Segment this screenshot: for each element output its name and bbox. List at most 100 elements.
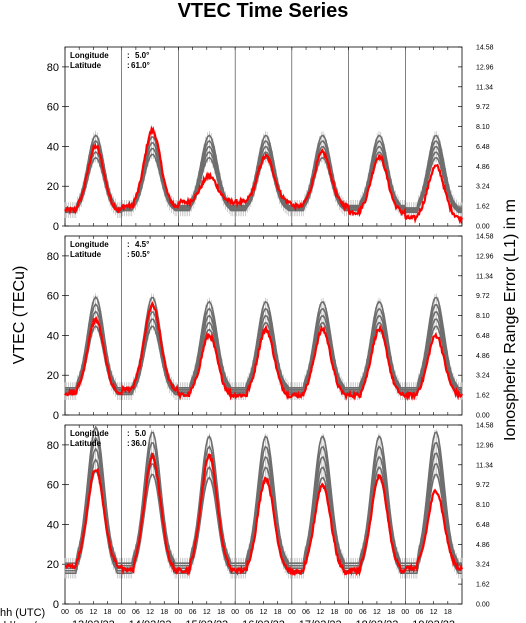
location-info: Longitude:4.5° Latitude:50.5° xyxy=(70,240,150,259)
y2-tick-label: 0.00 xyxy=(476,602,490,609)
x-date-label: 15/03/23 xyxy=(185,619,228,623)
y2-tick-label: 12.96 xyxy=(476,253,494,260)
y-tick-label: 20 xyxy=(47,181,59,193)
longitude-colon: : xyxy=(127,51,130,60)
x-hour-label: 12 xyxy=(260,609,268,616)
latitude-value: 36.0 xyxy=(131,439,147,448)
x-date-label: 17/03/23 xyxy=(299,619,342,623)
longitude-value: 5.0 xyxy=(135,429,147,438)
panel-2: 0 20 40 60 80 0.00 1.62 3.24 4.86 6.48 8.10 9.72 11.… xyxy=(47,234,494,423)
y2-tick-label: 1.62 xyxy=(476,204,490,211)
location-info: Longitude:5.0° Latitude:61.0° xyxy=(70,51,150,70)
y2-tick-label: 6.48 xyxy=(476,333,490,340)
x-hour-label: 00 xyxy=(345,609,353,616)
panel-3: 0 20 40 60 80 0.00 1.62 3.24 4.86 6.48 8.10 9.72 11.… xyxy=(47,423,494,612)
y-tick-label: 20 xyxy=(47,370,59,382)
x-hour-label: 06 xyxy=(416,609,424,616)
y2-tick-label: 14.58 xyxy=(476,45,494,52)
x-axis: 0006121813/03/230720006121814/03/2307300… xyxy=(0,607,455,623)
x-hour-label: 00 xyxy=(118,609,126,616)
y-axis-title: VTEC (TECu) xyxy=(11,266,28,365)
y2-tick-label: 6.48 xyxy=(476,144,490,151)
y-tick-label: 0 xyxy=(53,221,59,233)
latitude-colon: : xyxy=(127,439,130,448)
y2-tick-label: 3.24 xyxy=(476,562,490,569)
x-hour-label: 06 xyxy=(245,609,253,616)
y2-tick-label: 8.10 xyxy=(476,313,490,320)
y2-tick-label: 9.72 xyxy=(476,104,490,111)
x-hour-label: 12 xyxy=(203,609,211,616)
chart-title: VTEC Time Series xyxy=(178,0,349,22)
y-tick-label: 60 xyxy=(47,291,59,303)
y2-tick-label: 11.34 xyxy=(476,273,493,280)
y-tick-label: 60 xyxy=(47,480,59,492)
y2-tick-label: 4.86 xyxy=(476,164,490,171)
x-hour-label: 00 xyxy=(175,609,183,616)
y-tick-label: 80 xyxy=(47,251,59,263)
vtec-line xyxy=(64,125,464,225)
y-tick-label: 60 xyxy=(47,102,59,114)
y2-tick-label: 3.24 xyxy=(476,184,490,191)
y2-tick-label: 12.96 xyxy=(476,442,494,449)
x-hour-label: 18 xyxy=(444,609,452,616)
y2-tick-label: 8.10 xyxy=(476,124,490,131)
x-hour-label: 00 xyxy=(61,609,69,616)
reference-line xyxy=(65,310,462,392)
x-hour-label: 12 xyxy=(430,609,438,616)
y2-tick-label: 11.34 xyxy=(476,84,493,91)
x-hour-label: 18 xyxy=(104,609,112,616)
x-hour-label: 06 xyxy=(75,609,83,616)
y2-tick-label: 4.86 xyxy=(476,353,490,360)
latitude-label: Latitude xyxy=(70,439,102,448)
reference-line xyxy=(65,425,462,564)
x-hour-label: 18 xyxy=(217,609,225,616)
latitude-value: 61.0° xyxy=(131,61,150,70)
longitude-value: 5.0° xyxy=(135,51,149,60)
y2-tick-label: 14.58 xyxy=(476,234,494,241)
longitude-value: 4.5° xyxy=(135,240,149,249)
x-date-label: 14/03/23 xyxy=(129,619,172,623)
y2-tick-label: 9.72 xyxy=(476,482,490,489)
x-date-label: 13/03/23 xyxy=(72,619,115,623)
y-tick-label: 20 xyxy=(47,559,59,571)
x-date-label: 16/03/23 xyxy=(242,619,285,623)
y-tick-label: 0 xyxy=(53,410,59,422)
y-tick-label: 80 xyxy=(47,440,59,452)
reference-line xyxy=(65,436,462,567)
location-info: Longitude:5.0 Latitude:36.0 xyxy=(70,429,147,448)
x-hour-label: 12 xyxy=(316,609,324,616)
y-tick-label: 40 xyxy=(47,330,59,342)
x-hour-label: 00 xyxy=(288,609,296,616)
y2-axis-title: Ionospheric Range Error (L1) in m xyxy=(502,199,519,441)
longitude-label: Longitude xyxy=(70,51,109,60)
latitude-colon: : xyxy=(127,61,130,70)
x-hour-label: 06 xyxy=(132,609,140,616)
x-row-label: hh (UTC) xyxy=(0,607,45,619)
y2-tick-label: 1.62 xyxy=(476,393,490,400)
y2-tick-label: 8.10 xyxy=(476,502,490,509)
reference-line xyxy=(65,147,462,212)
latitude-label: Latitude xyxy=(70,61,102,70)
x-hour-label: 00 xyxy=(231,609,239,616)
x-hour-label: 18 xyxy=(330,609,338,616)
latitude-label: Latitude xyxy=(70,250,102,259)
x-hour-label: 18 xyxy=(387,609,395,616)
reference-line xyxy=(65,141,462,211)
x-date-label: 18/03/23 xyxy=(356,619,399,623)
x-hour-label: 06 xyxy=(302,609,310,616)
y2-tick-label: 12.96 xyxy=(476,64,494,71)
x-hour-label: 12 xyxy=(89,609,97,616)
panel-1: 0 20 40 60 80 0.00 1.62 3.24 4.86 6.48 8.10 9.72 11.… xyxy=(47,45,494,234)
x-hour-label: 18 xyxy=(274,609,282,616)
y2-tick-label: 1.62 xyxy=(476,582,490,589)
y-tick-label: 80 xyxy=(47,62,59,74)
y-tick-label: 0 xyxy=(53,599,59,611)
longitude-colon: : xyxy=(127,240,130,249)
vtec-line xyxy=(64,452,464,578)
x-hour-label: 06 xyxy=(189,609,197,616)
x-date-label: 19/03/23 xyxy=(412,619,455,623)
y2-tick-label: 0.00 xyxy=(476,224,490,231)
latitude-colon: : xyxy=(127,250,130,259)
x-hour-label: 12 xyxy=(146,609,154,616)
